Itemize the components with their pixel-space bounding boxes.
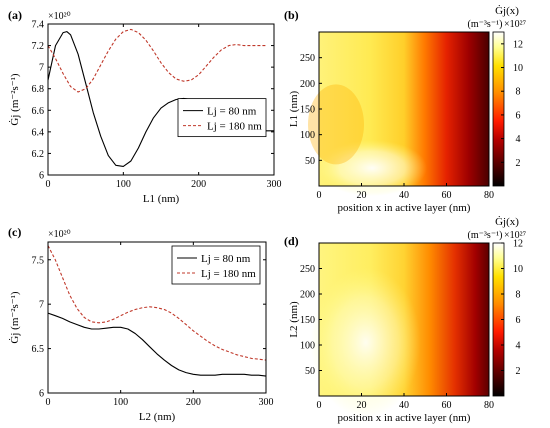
- colorbar-tick-label: 8: [516, 87, 521, 98]
- y-tick-label: 100: [300, 130, 315, 141]
- panel-label: (d): [284, 234, 299, 248]
- panel-label: (a): [8, 8, 22, 22]
- x-tick-label: 60: [442, 190, 452, 201]
- panel-d: (d) 0 20 40 60 80 50 100 150 200 250 position x in …: [284, 216, 527, 424]
- x-tick-label: 0: [46, 397, 51, 408]
- colorbar-tick-label: 10: [513, 264, 523, 275]
- colorbar-tick-label: 4: [516, 341, 521, 352]
- x-tick-label: 0: [46, 179, 51, 190]
- y-tick-label: 250: [300, 264, 315, 275]
- heatmap-peak: [317, 140, 428, 197]
- legend-label: Lj = 80 nm: [207, 106, 257, 118]
- legend-label: Lj = 180 nm: [201, 268, 256, 280]
- y-tick-label: 7: [39, 300, 44, 311]
- legend-box: [171, 245, 261, 285]
- colorbar: 2 4 6 8 10 12 Ġj(x) (m⁻³s⁻¹) ×10²⁷: [468, 5, 527, 187]
- y-axis-label: Ġj (m⁻²s⁻¹): [9, 73, 21, 125]
- series-line-2: [47, 245, 267, 361]
- panel-label: (b): [284, 8, 299, 22]
- x-tick-label: 100: [116, 179, 131, 190]
- legend: Lj = 80 nm Lj = 180 nm: [171, 245, 261, 285]
- x-tick-label: 20: [357, 190, 367, 201]
- plot-frame: [47, 23, 275, 176]
- plot-frame: [47, 241, 267, 394]
- panel-c: (c) 0 100 200 300 6 6.5 7 7.5 ×10²⁰ L2 (nm) Ġj (m⁻²…: [8, 225, 274, 423]
- x-axis-label: L2 (nm): [139, 411, 176, 423]
- x-tick-label: 300: [267, 179, 282, 190]
- legend-label: Lj = 80 nm: [201, 253, 251, 265]
- y-tick-label: 150: [300, 315, 315, 326]
- legend-box: [177, 98, 267, 138]
- y-tick-label: 150: [300, 105, 315, 116]
- x-axis-label: position x in active layer (nm): [338, 412, 471, 424]
- x-axis-label: position x in active layer (nm): [338, 202, 471, 214]
- panel-label: (c): [8, 225, 21, 239]
- colorbar-tick-label: 8: [516, 290, 521, 301]
- y-tick-label: 200: [300, 79, 315, 90]
- y-tick-label: 6: [39, 389, 44, 400]
- x-tick-label: 40: [399, 400, 409, 411]
- y-axis-label: L1 (nm): [288, 90, 300, 127]
- y-tick-label: 100: [300, 341, 315, 352]
- heatmap-band: [308, 84, 364, 165]
- colorbar-tick-label: 2: [516, 158, 521, 169]
- y-axis-label: Ġj (m⁻²s⁻¹): [9, 291, 21, 343]
- colorbar-units: (m⁻³s⁻¹): [468, 19, 503, 30]
- legend-label: Lj = 180 nm: [207, 121, 262, 133]
- y-tick-label: 6: [39, 171, 44, 182]
- colorbar-title: Ġj(x): [495, 216, 519, 228]
- y-tick-label: 200: [300, 290, 315, 301]
- y-tick-label: 6.6: [32, 106, 45, 117]
- colorbar-exponent: ×10²⁷: [504, 230, 527, 241]
- colorbar-tick-label: 6: [516, 315, 521, 326]
- series-line-2: [47, 28, 267, 93]
- colorbar-scale: [492, 31, 505, 187]
- y-tick-label: 6.2: [32, 149, 45, 160]
- colorbar-tick-label: 12: [513, 239, 523, 250]
- colorbar-tick-label: 12: [513, 39, 523, 50]
- colorbar-tick-label: 4: [516, 134, 521, 145]
- x-tick-label: 0: [317, 190, 322, 201]
- y-tick-label: 7.5: [32, 255, 45, 266]
- heatmap-peak: [310, 267, 421, 418]
- x-axis-label: L1 (nm): [143, 193, 180, 205]
- colorbar-exponent: ×10²⁷: [504, 19, 527, 30]
- legend: Lj = 80 nm Lj = 180 nm: [177, 98, 267, 138]
- y-exponent: ×10²⁰: [48, 11, 71, 22]
- y-tick-label: 50: [305, 156, 315, 167]
- x-tick-label: 60: [442, 400, 452, 411]
- y-tick-label: 6.4: [32, 127, 45, 138]
- x-tick-label: 0: [317, 400, 322, 411]
- x-tick-label: 300: [259, 397, 274, 408]
- colorbar-tick-label: 2: [516, 366, 521, 377]
- panel-b: (b) 0 20 40 60 80 50 100 150 200 250 position x in …: [284, 5, 527, 214]
- y-tick-label: 250: [300, 53, 315, 64]
- colorbar-units: (m⁻³s⁻¹): [468, 230, 503, 241]
- y-axis-label: L2 (nm): [288, 301, 300, 338]
- x-tick-label: 20: [357, 400, 367, 411]
- panel-a: (a) 0 100 200 300 6 6.2 6.4 6.6 6.8 7 7.2 7.4×10²⁰ L1…: [8, 8, 282, 205]
- colorbar-tick-label: 10: [513, 63, 523, 74]
- x-tick-label: 80: [484, 400, 494, 411]
- x-tick-label: 100: [113, 397, 128, 408]
- y-tick-label: 7.4: [32, 20, 45, 31]
- y-tick-label: 6.5: [32, 344, 45, 355]
- colorbar-tick-label: 6: [516, 110, 521, 121]
- y-tick-label: 7.2: [32, 41, 45, 52]
- x-tick-label: 80: [484, 190, 494, 201]
- colorbar-title: Ġj(x): [495, 5, 519, 17]
- y-exponent: ×10²⁰: [48, 229, 71, 240]
- series-line-1: [47, 312, 267, 377]
- y-tick-label: 7: [39, 63, 44, 74]
- colorbar: 2 4 6 8 10 12 Ġj(x) (m⁻³s⁻¹) ×10²⁷: [468, 216, 527, 397]
- x-tick-label: 200: [186, 397, 201, 408]
- y-tick-label: 6.8: [32, 84, 45, 95]
- x-tick-label: 200: [191, 179, 206, 190]
- x-tick-label: 40: [399, 190, 409, 201]
- y-tick-label: 50: [305, 366, 315, 377]
